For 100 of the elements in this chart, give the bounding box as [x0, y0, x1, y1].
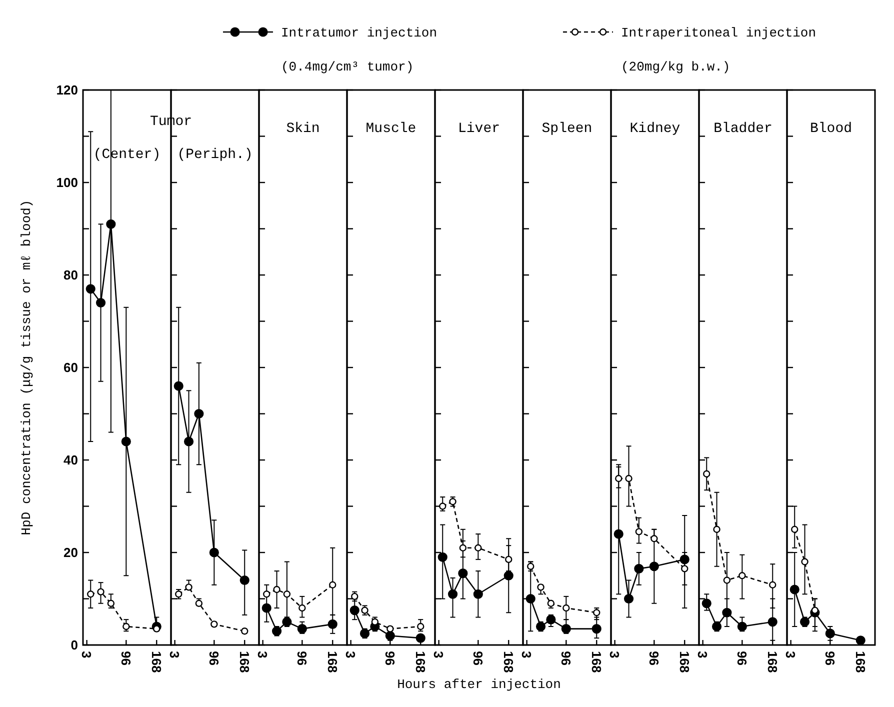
x-tick-label: 96: [646, 651, 662, 666]
x-tick-label: 168: [677, 651, 692, 673]
point: [87, 590, 94, 598]
y-tick-label: 20: [64, 545, 78, 560]
x-tick-label: 168: [325, 651, 340, 673]
point: [121, 436, 131, 446]
point: [385, 630, 395, 641]
point: [297, 624, 307, 634]
text: (20mg/kg b.w.): [621, 60, 730, 75]
point: [702, 598, 712, 608]
point: [825, 628, 835, 638]
point: [634, 564, 644, 574]
point: [240, 575, 250, 586]
point: [537, 584, 544, 591]
y-tick-label: 80: [64, 268, 78, 283]
text: Spleen: [542, 121, 592, 137]
point: [194, 408, 204, 419]
point: [723, 576, 731, 584]
point: [185, 584, 192, 591]
point: [97, 588, 104, 596]
x-tick-label: 96: [118, 651, 134, 666]
text: Muscle: [366, 121, 416, 137]
point: [448, 589, 458, 599]
y-tick-label: 100: [56, 175, 78, 190]
point: [722, 608, 732, 618]
point: [174, 381, 184, 391]
point: [283, 590, 291, 598]
point: [768, 617, 778, 627]
point: [474, 544, 482, 552]
point: [592, 624, 602, 634]
x-tick-label: 3: [431, 651, 446, 658]
point: [106, 219, 116, 229]
point: [438, 552, 448, 562]
x-tick-label: 168: [589, 651, 604, 673]
x-tick-label: 168: [853, 651, 868, 673]
point: [769, 581, 776, 588]
point: [624, 594, 634, 604]
point: [681, 565, 688, 572]
point: [738, 572, 746, 580]
y-tick-label: 60: [64, 360, 78, 376]
x-tick-label: 96: [822, 651, 838, 666]
point: [262, 603, 272, 613]
point: [856, 636, 866, 646]
x-axis-title: Hours after injection: [397, 677, 561, 692]
x-tick-label: 3: [167, 651, 182, 658]
x-tick-label: 96: [558, 651, 574, 666]
point: [298, 604, 306, 612]
point: [790, 584, 800, 594]
legend-label: Intraperitoneal injection: [621, 26, 816, 41]
x-tick-label: 168: [237, 651, 252, 673]
legend-label: Intratumor injection: [281, 26, 438, 41]
text: Kidney: [630, 121, 680, 137]
x-tick-label: 3: [343, 651, 358, 658]
x-tick-label: 96: [294, 651, 310, 666]
point: [649, 562, 659, 572]
text: Blood: [810, 121, 852, 137]
x-tick-label: 96: [734, 651, 750, 666]
point: [801, 558, 808, 566]
point: [614, 529, 624, 539]
point: [273, 586, 280, 594]
x-tick-label: 96: [206, 651, 222, 666]
point: [713, 526, 720, 533]
point: [328, 619, 338, 629]
text: Liver: [458, 121, 500, 137]
x-tick-label: 3: [255, 651, 270, 658]
y-tick-label: 120: [56, 82, 78, 98]
point: [811, 606, 819, 614]
x-tick-label: 168: [413, 651, 428, 673]
point: [625, 474, 632, 482]
point: [473, 589, 483, 599]
x-tick-label: 3: [607, 651, 622, 658]
point: [122, 622, 130, 630]
x-tick-label: 3: [79, 651, 94, 658]
text: (Periph.): [177, 147, 253, 163]
x-tick-label: 168: [501, 651, 516, 673]
x-tick-label: 96: [470, 651, 486, 666]
point: [86, 284, 96, 294]
point: [562, 604, 570, 612]
y-tick-label: 0: [70, 638, 78, 653]
point: [184, 436, 194, 446]
point: [546, 614, 556, 624]
point: [615, 474, 622, 482]
point: [263, 590, 270, 598]
point: [209, 548, 219, 558]
x-tick-label: 3: [783, 651, 798, 658]
text: (0.4mg/cm³ tumor): [281, 60, 414, 75]
point: [96, 298, 106, 308]
point: [526, 594, 536, 604]
point: [350, 606, 360, 616]
point: [635, 528, 643, 536]
point: [458, 568, 468, 578]
point: [417, 622, 424, 630]
text: Skin: [286, 121, 320, 137]
x-tick-label: 168: [765, 651, 780, 673]
x-tick-label: 96: [382, 651, 398, 666]
x-tick-label: 168: [149, 651, 164, 673]
point: [459, 544, 467, 552]
y-tick-label: 40: [64, 452, 78, 468]
point: [329, 581, 336, 588]
point: [505, 556, 512, 564]
